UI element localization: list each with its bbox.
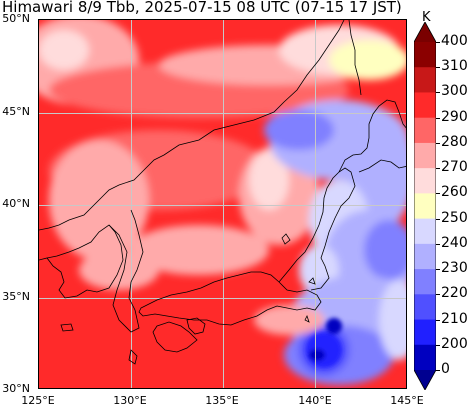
colorbar-label: 220 bbox=[441, 285, 468, 302]
colorbar-segment bbox=[414, 319, 436, 346]
colorbar-tick bbox=[436, 117, 440, 119]
colorbar-label: 250 bbox=[441, 209, 468, 226]
lon-label-125: 125°E bbox=[21, 394, 55, 407]
colorbar-segment bbox=[414, 344, 436, 371]
colorbar-extend-bottom bbox=[414, 370, 436, 390]
lon-label-135: 135°E bbox=[205, 394, 239, 407]
colorbar-label: 310 bbox=[441, 58, 468, 75]
lon-label-130: 130°E bbox=[113, 394, 147, 407]
colorbar-tick bbox=[436, 294, 440, 296]
colorbar-segment bbox=[414, 269, 436, 295]
colorbar-tick bbox=[436, 344, 440, 346]
colorbar-tick bbox=[436, 168, 440, 170]
lat-label-30: 30°N bbox=[2, 382, 30, 395]
colorbar-label: 0 bbox=[441, 361, 450, 377]
cloud-field bbox=[39, 20, 406, 385]
lat-label-40: 40°N bbox=[2, 197, 30, 210]
colorbar-tick bbox=[436, 42, 440, 43]
colorbar-tick bbox=[436, 218, 440, 220]
colorbar-tick bbox=[436, 269, 440, 271]
colorbar-label: 260 bbox=[441, 184, 468, 201]
satellite-image bbox=[39, 20, 406, 388]
lon-label-145: 145°E bbox=[390, 394, 424, 407]
lat-label-35: 35°N bbox=[2, 290, 30, 303]
colorbar-label: 290 bbox=[441, 108, 468, 125]
colorbar-segment bbox=[414, 142, 436, 169]
colorbar-tick bbox=[436, 319, 440, 321]
colorbar-extend-top bbox=[414, 22, 436, 42]
satellite-map bbox=[38, 19, 407, 389]
colorbar-tick bbox=[436, 92, 440, 94]
colorbar-tick bbox=[436, 243, 440, 245]
colorbar-segment bbox=[414, 193, 436, 220]
lon-label-140: 140°E bbox=[298, 394, 332, 407]
colorbar-segment bbox=[414, 218, 436, 245]
colorbar-segment bbox=[414, 92, 436, 119]
lat-label-50: 50°N bbox=[2, 12, 30, 25]
colorbar-segment bbox=[414, 67, 436, 93]
colorbar-segment bbox=[414, 168, 436, 194]
colorbar-tick bbox=[436, 193, 440, 195]
colorbar-label: 210 bbox=[441, 310, 468, 327]
colorbar-label: 300 bbox=[441, 83, 468, 100]
colorbar-tick bbox=[436, 67, 440, 69]
colorbar-label: 280 bbox=[441, 133, 468, 150]
colorbar-segment bbox=[414, 243, 436, 270]
colorbar-segment bbox=[414, 42, 436, 68]
colorbar-tick bbox=[436, 142, 440, 144]
colorbar-label: 230 bbox=[441, 260, 468, 277]
colorbar-tick bbox=[436, 370, 440, 371]
colorbar-label: 400 bbox=[441, 33, 468, 49]
colorbar-label: 200 bbox=[441, 335, 468, 352]
gridlines bbox=[39, 20, 406, 388]
colorbar-unit: K bbox=[422, 10, 431, 25]
coastlines bbox=[39, 20, 406, 365]
colorbar bbox=[414, 22, 436, 390]
chart-title: Himawari 8/9 Tbb, 2025-07-15 08 UTC (07-… bbox=[2, 0, 402, 16]
colorbar-label: 270 bbox=[441, 159, 468, 176]
lat-label-45: 45°N bbox=[2, 105, 30, 118]
colorbar-segment bbox=[414, 117, 436, 144]
colorbar-label: 240 bbox=[441, 234, 468, 251]
colorbar-segment bbox=[414, 294, 436, 321]
